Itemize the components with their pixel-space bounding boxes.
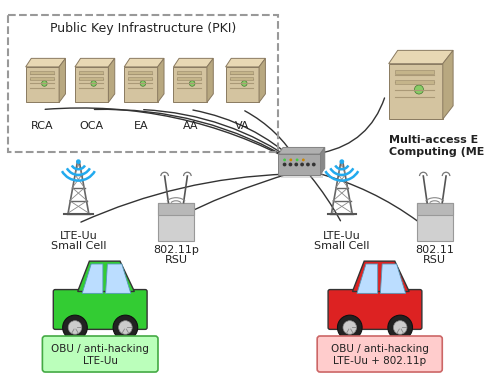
Circle shape <box>296 159 298 161</box>
FancyBboxPatch shape <box>30 71 54 74</box>
Circle shape <box>62 315 88 340</box>
Polygon shape <box>108 58 114 102</box>
Text: OBU / anti-hacking: OBU / anti-hacking <box>52 344 149 354</box>
Circle shape <box>242 81 247 86</box>
Circle shape <box>312 163 316 166</box>
FancyBboxPatch shape <box>395 80 434 84</box>
FancyBboxPatch shape <box>317 336 442 372</box>
Polygon shape <box>78 261 134 291</box>
Polygon shape <box>207 58 214 102</box>
FancyBboxPatch shape <box>158 203 194 241</box>
Polygon shape <box>352 261 409 291</box>
Circle shape <box>76 159 81 164</box>
Text: 802.11: 802.11 <box>415 245 454 255</box>
FancyBboxPatch shape <box>328 290 422 329</box>
Polygon shape <box>278 147 325 154</box>
Circle shape <box>394 321 407 334</box>
Text: Public Key Infrastructure (PKI): Public Key Infrastructure (PKI) <box>50 21 236 34</box>
Polygon shape <box>82 264 103 293</box>
Text: 802.11p: 802.11p <box>153 245 199 255</box>
Circle shape <box>338 315 362 340</box>
Polygon shape <box>158 58 164 102</box>
FancyBboxPatch shape <box>388 64 443 119</box>
FancyBboxPatch shape <box>178 71 202 74</box>
FancyBboxPatch shape <box>124 67 158 102</box>
Circle shape <box>118 321 132 334</box>
Circle shape <box>113 315 138 340</box>
Text: Multi-access E: Multi-access E <box>389 135 478 145</box>
Text: EA: EA <box>134 121 148 131</box>
Circle shape <box>68 321 82 334</box>
Text: RSU: RSU <box>423 255 446 265</box>
Circle shape <box>388 315 412 340</box>
Text: LTE-Uu: LTE-Uu <box>60 231 98 241</box>
Circle shape <box>302 159 305 161</box>
Polygon shape <box>26 58 66 67</box>
FancyBboxPatch shape <box>416 203 452 215</box>
FancyBboxPatch shape <box>42 336 158 372</box>
FancyBboxPatch shape <box>30 77 54 80</box>
FancyBboxPatch shape <box>128 71 152 74</box>
Polygon shape <box>124 58 164 67</box>
Circle shape <box>343 321 356 334</box>
FancyBboxPatch shape <box>26 67 59 102</box>
Polygon shape <box>380 264 406 293</box>
FancyBboxPatch shape <box>178 77 202 80</box>
FancyBboxPatch shape <box>395 70 434 74</box>
Text: LTE-Uu + 802.11p: LTE-Uu + 802.11p <box>333 356 426 366</box>
Polygon shape <box>388 51 453 64</box>
Polygon shape <box>59 58 66 102</box>
FancyBboxPatch shape <box>79 71 103 74</box>
FancyBboxPatch shape <box>230 77 254 80</box>
Text: OCA: OCA <box>80 121 104 131</box>
Circle shape <box>140 81 145 86</box>
Polygon shape <box>174 58 214 67</box>
Text: AA: AA <box>182 121 198 131</box>
FancyBboxPatch shape <box>79 77 103 80</box>
Circle shape <box>190 81 195 86</box>
FancyBboxPatch shape <box>174 67 207 102</box>
Polygon shape <box>226 58 266 67</box>
FancyBboxPatch shape <box>278 154 320 175</box>
Text: RCA: RCA <box>31 121 54 131</box>
Circle shape <box>294 163 298 166</box>
Polygon shape <box>443 51 453 119</box>
Text: OBU / anti-hacking: OBU / anti-hacking <box>331 344 428 354</box>
Circle shape <box>42 81 47 86</box>
FancyBboxPatch shape <box>226 67 259 102</box>
Circle shape <box>306 163 310 166</box>
FancyBboxPatch shape <box>54 290 147 329</box>
FancyBboxPatch shape <box>128 77 152 80</box>
Text: Small Cell: Small Cell <box>314 241 370 251</box>
FancyBboxPatch shape <box>158 203 194 215</box>
Circle shape <box>300 163 304 166</box>
Text: LTE-Uu: LTE-Uu <box>82 356 118 366</box>
Polygon shape <box>320 147 325 175</box>
Text: Small Cell: Small Cell <box>50 241 106 251</box>
Polygon shape <box>259 58 266 102</box>
Circle shape <box>91 81 96 86</box>
Polygon shape <box>357 264 378 293</box>
Circle shape <box>414 85 424 94</box>
Text: LTE-Uu: LTE-Uu <box>323 231 360 241</box>
Text: Computing (ME: Computing (ME <box>389 147 484 157</box>
Circle shape <box>340 159 344 164</box>
Circle shape <box>283 159 286 161</box>
Polygon shape <box>106 264 131 293</box>
FancyBboxPatch shape <box>75 67 108 102</box>
FancyBboxPatch shape <box>416 203 452 241</box>
Text: RSU: RSU <box>164 255 188 265</box>
FancyBboxPatch shape <box>230 71 254 74</box>
FancyBboxPatch shape <box>281 157 323 178</box>
Polygon shape <box>75 58 114 67</box>
Text: VA: VA <box>235 121 250 131</box>
Circle shape <box>290 159 292 161</box>
Circle shape <box>288 163 292 166</box>
Circle shape <box>282 163 286 166</box>
